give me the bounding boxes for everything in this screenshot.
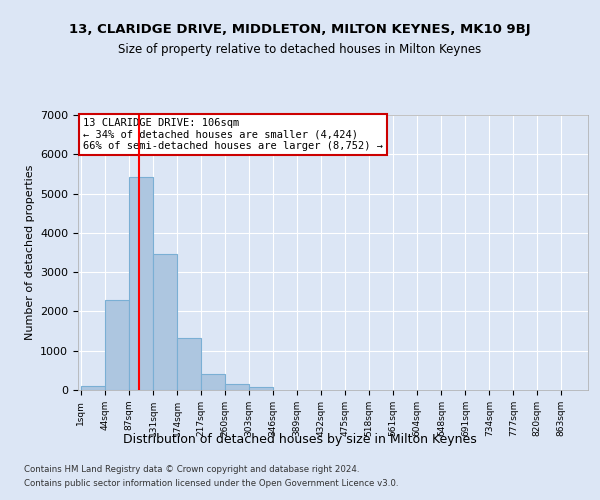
Bar <box>129 176 152 390</box>
Bar <box>153 254 177 390</box>
Text: 13, CLARIDGE DRIVE, MIDDLETON, MILTON KEYNES, MK10 9BJ: 13, CLARIDGE DRIVE, MIDDLETON, MILTON KE… <box>69 22 531 36</box>
Text: Contains HM Land Registry data © Crown copyright and database right 2024.: Contains HM Land Registry data © Crown c… <box>24 466 359 474</box>
Text: Distribution of detached houses by size in Milton Keynes: Distribution of detached houses by size … <box>123 432 477 446</box>
Bar <box>81 386 105 390</box>
Bar <box>177 338 201 390</box>
Bar <box>225 384 249 390</box>
Bar <box>201 374 225 390</box>
Bar <box>249 387 273 390</box>
Text: Contains public sector information licensed under the Open Government Licence v3: Contains public sector information licen… <box>24 479 398 488</box>
Y-axis label: Number of detached properties: Number of detached properties <box>25 165 35 340</box>
Bar <box>105 300 129 390</box>
Text: 13 CLARIDGE DRIVE: 106sqm
← 34% of detached houses are smaller (4,424)
66% of se: 13 CLARIDGE DRIVE: 106sqm ← 34% of detac… <box>83 118 383 151</box>
Text: Size of property relative to detached houses in Milton Keynes: Size of property relative to detached ho… <box>118 42 482 56</box>
